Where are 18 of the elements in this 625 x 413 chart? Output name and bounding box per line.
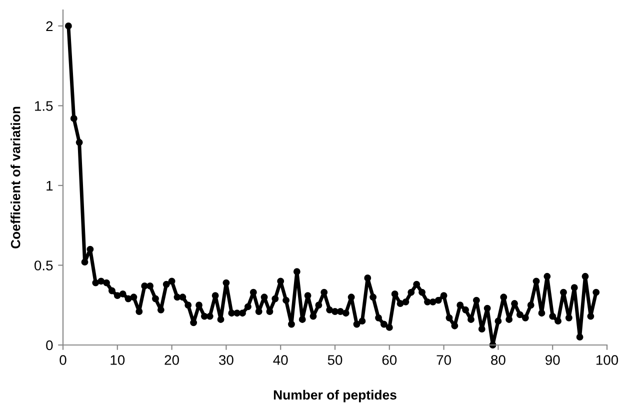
x-tick-label: 20 [164,355,179,365]
y-tick-label: 1 [46,180,53,191]
y-tick-label: 0 [46,340,53,350]
x-tick-label: 50 [328,355,342,365]
x-tick-label: 100 [596,355,618,365]
x-tick-label: 40 [273,355,288,365]
x-tick-label: 30 [219,355,234,365]
y-tick-label: 2 [46,21,53,31]
y-axis-title: Coefficient of variation [10,106,20,248]
x-tick-label: 80 [491,355,506,365]
x-tick-label: 60 [382,355,397,365]
x-tick-label: 0 [60,355,66,365]
x-tick-label: 90 [546,355,560,365]
x-tick-label: 70 [436,355,451,365]
x-tick-label: 10 [110,355,125,365]
y-tick-label: 0.5 [34,260,53,270]
x-axis-title: Number of peptides [274,390,396,402]
y-tick-label: 1.5 [35,101,53,111]
